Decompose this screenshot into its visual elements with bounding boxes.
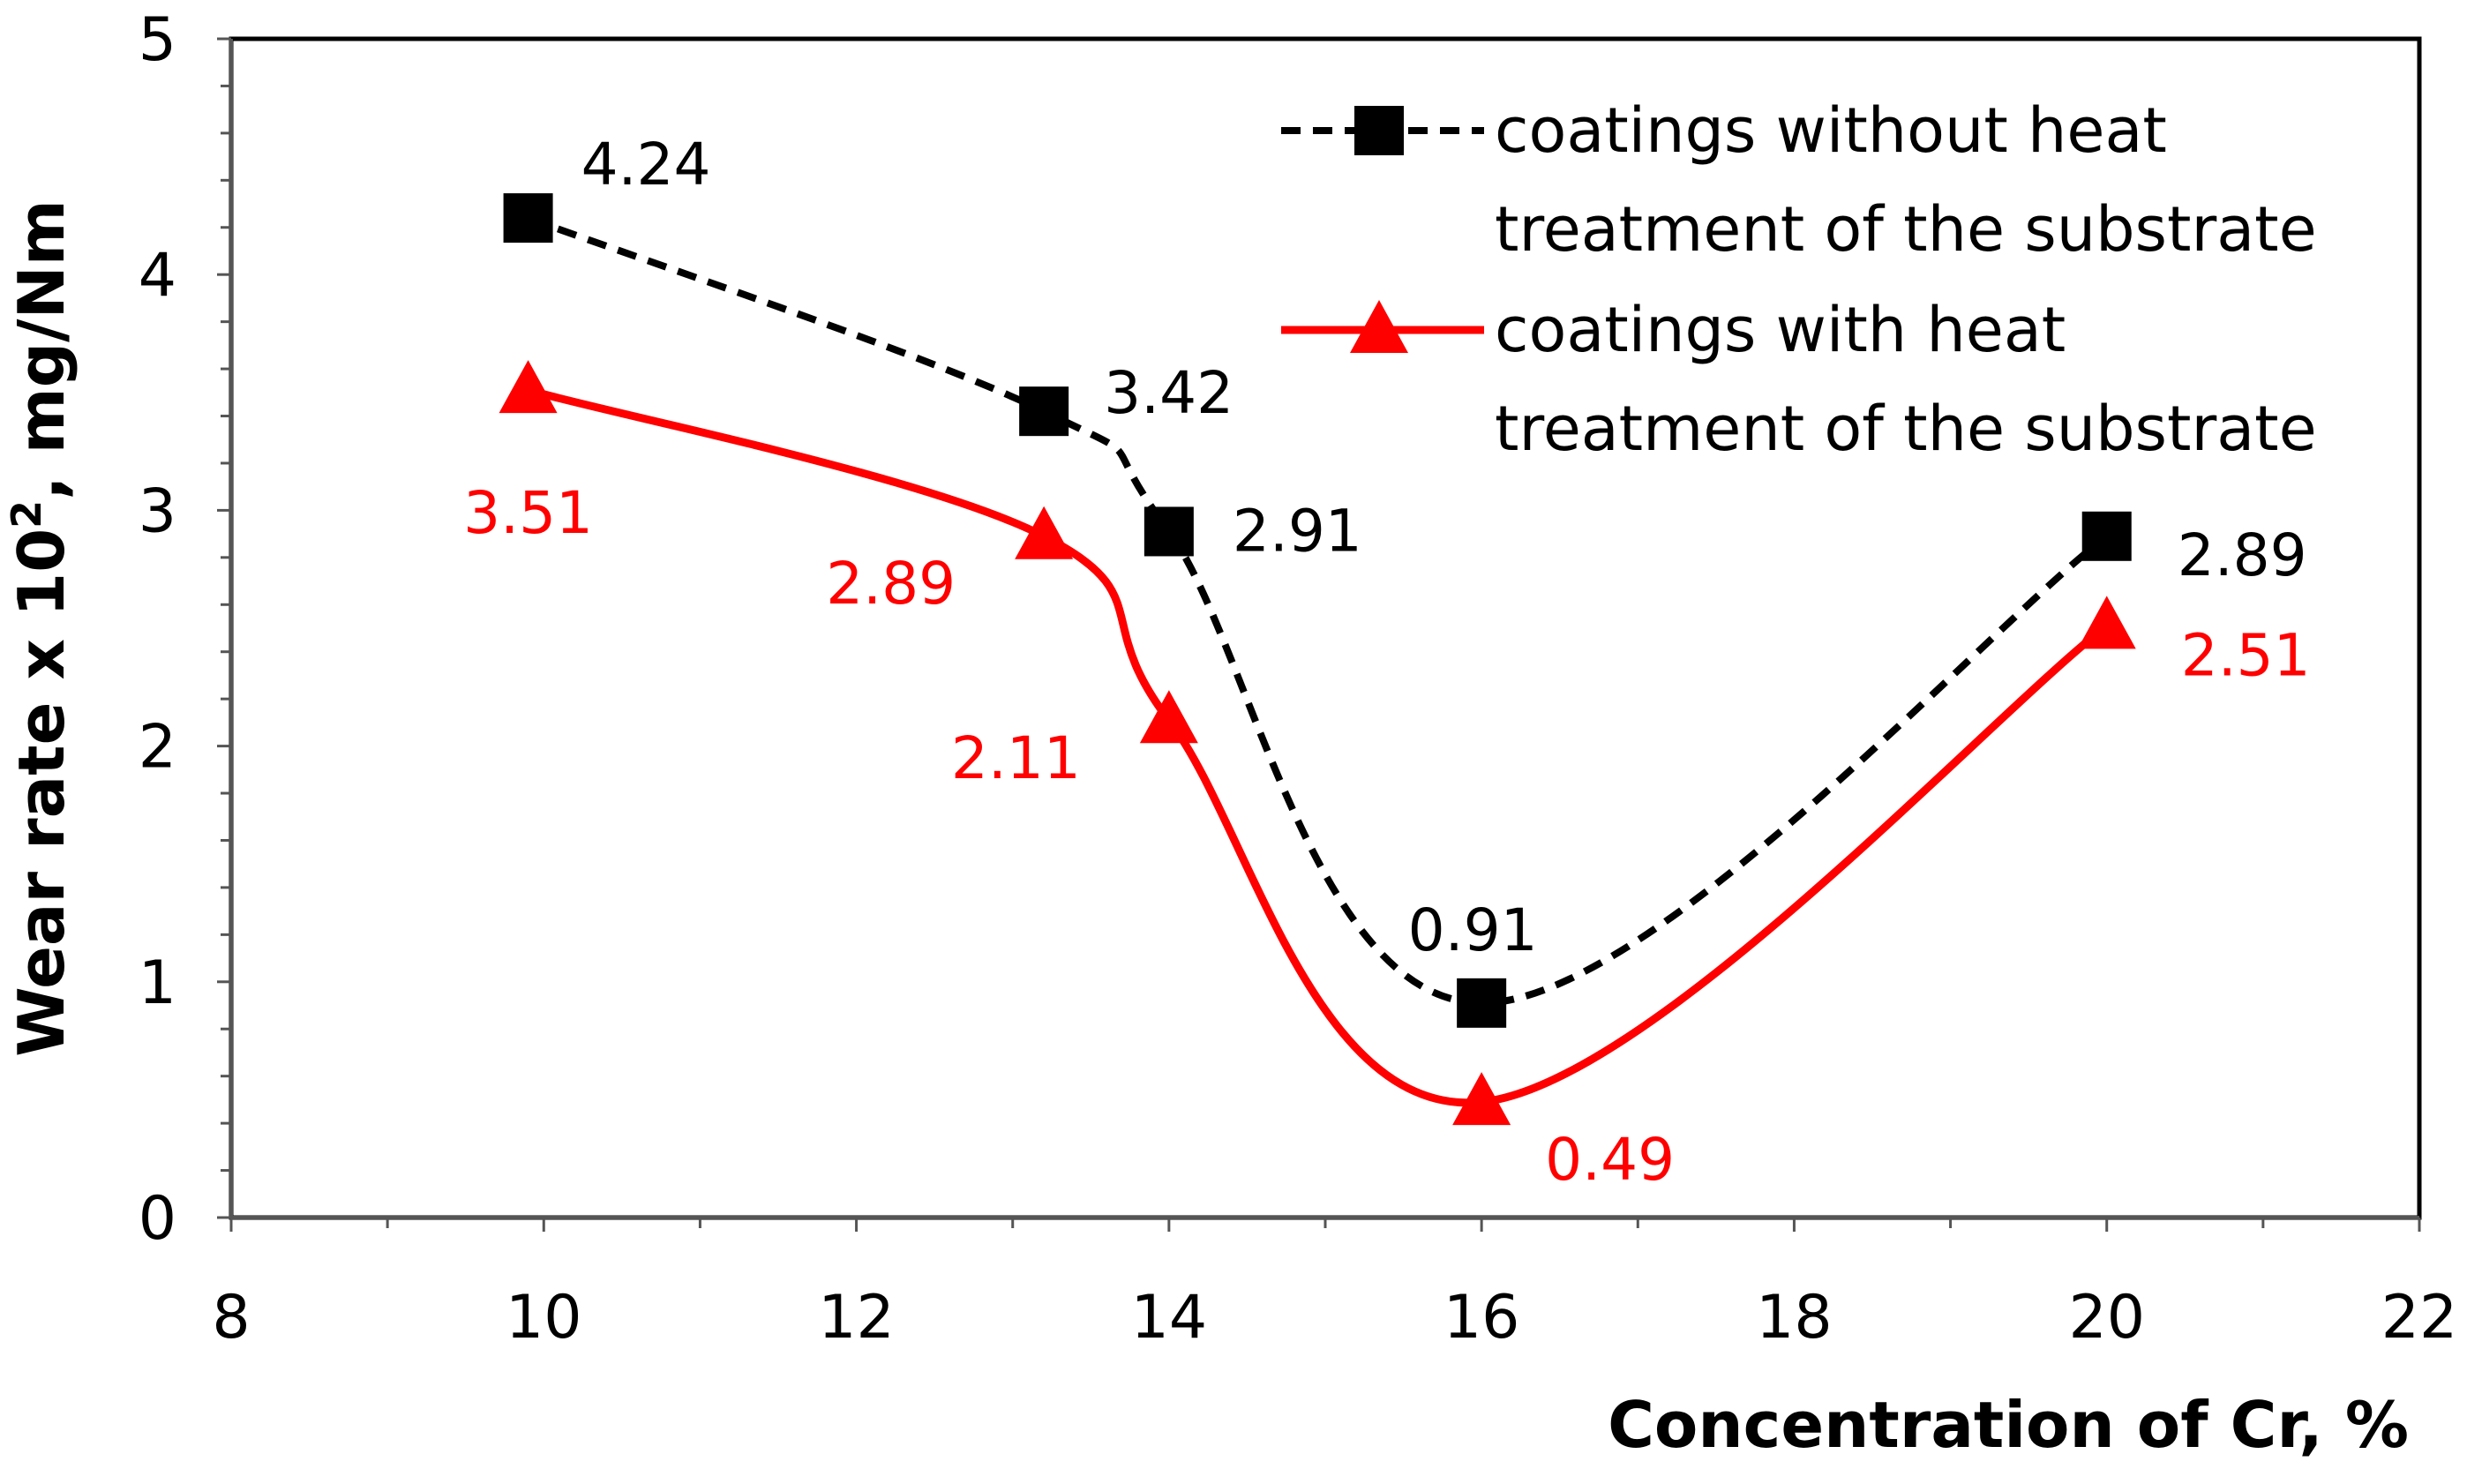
legend: coatings without heat treatment of the su…	[1281, 94, 2317, 465]
data-label: 3.51	[463, 479, 593, 547]
marker-square	[1457, 978, 1507, 1028]
y-axis-title-main: Wear rate x 10	[4, 528, 79, 1057]
x-tick-label: 16	[1443, 1283, 1520, 1353]
series-markers	[499, 193, 2136, 1126]
y-tick-label: 3	[139, 476, 176, 546]
marker-square	[503, 193, 553, 244]
data-label: 0.91	[1408, 896, 1538, 964]
y-axis-title: Wear rate x 102, mg/Nm	[3, 199, 79, 1057]
x-tick-label: 14	[1131, 1283, 1208, 1353]
y-tick-label: 5	[139, 5, 176, 75]
series-line-2	[527, 386, 2110, 1107]
data-label: 3.42	[1104, 359, 1234, 427]
x-tick-label: 8	[212, 1283, 250, 1353]
data-label: 4.24	[581, 131, 711, 199]
y-tick-label: 4	[139, 241, 176, 311]
marker-triangle	[2077, 596, 2136, 649]
x-axis-title: Concentration of Cr, %	[1608, 1388, 2409, 1462]
data-label: 2.89	[2178, 521, 2307, 589]
x-tick-label: 12	[818, 1283, 895, 1353]
legend-entry-text: coatings with heat	[1495, 294, 2066, 366]
marker-triangle	[1015, 506, 1074, 559]
data-label: 2.91	[1233, 497, 1362, 565]
x-tick-label: 18	[1756, 1283, 1833, 1353]
marker-square	[1019, 386, 1069, 437]
x-tick-label: 10	[506, 1283, 582, 1353]
y-tick-label: 0	[139, 1184, 176, 1254]
legend-entry-text: treatment of the substrate	[1495, 393, 2317, 465]
marker-square	[1144, 506, 1194, 557]
marker-triangle	[1139, 690, 1198, 744]
marker-square	[2081, 511, 2132, 561]
legend-entry-text: treatment of the substrate	[1495, 193, 2317, 266]
legend-marker-square	[1354, 106, 1404, 155]
series-line-1	[527, 214, 2110, 1007]
series-lines	[527, 214, 2110, 1107]
legend-marker-triangle	[1350, 300, 1408, 353]
data-labels: 4.24 3.42 2.91 0.91 2.89 3.51 2.89 2.11 0.49 2.51	[463, 131, 2311, 1194]
legend-entry-text: coatings without heat	[1495, 94, 2167, 167]
y-tick-label: 1	[139, 948, 176, 1018]
marker-triangle	[1452, 1072, 1511, 1126]
y-tick-label: 2	[139, 713, 176, 783]
x-tick-label: 20	[2068, 1283, 2145, 1353]
y-axis-title-superscript: 2	[3, 500, 50, 528]
marker-triangle	[499, 360, 558, 414]
y-axis-title-tail: , mg/Nm	[4, 199, 79, 500]
data-label: 2.11	[951, 724, 1081, 792]
data-label: 0.49	[1545, 1126, 1675, 1194]
data-label: 2.51	[2181, 621, 2311, 689]
data-label: 2.89	[826, 550, 956, 618]
x-tick-label: 22	[2381, 1283, 2458, 1353]
